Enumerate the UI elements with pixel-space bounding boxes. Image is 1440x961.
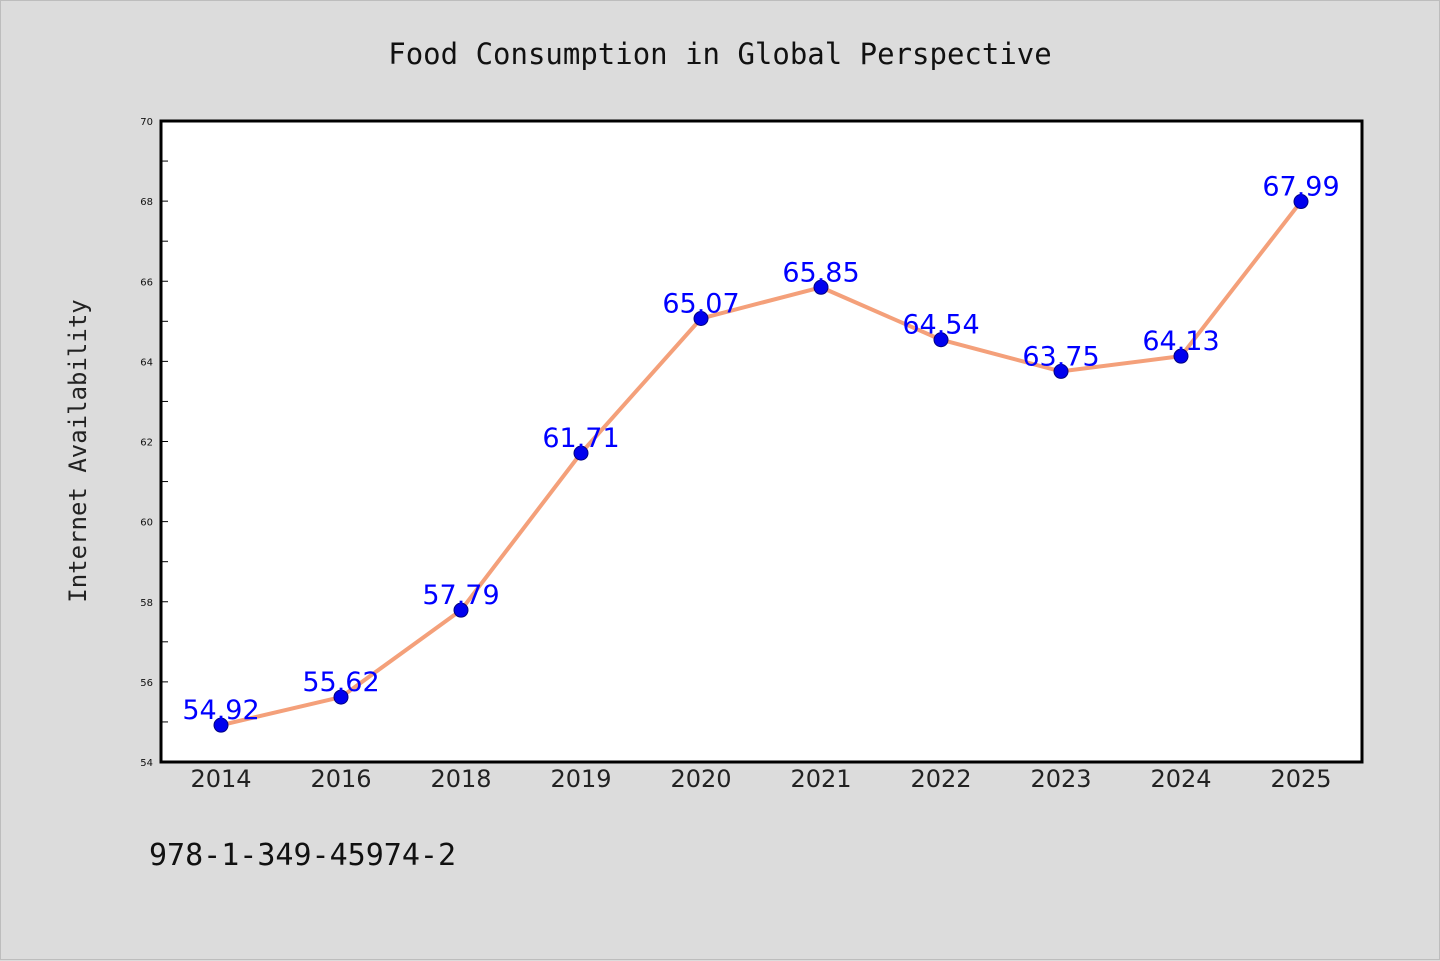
y-tick-labels: 54 56 58 60 62 64 66 68 70 (140, 117, 153, 769)
series-line-group (219, 199, 1303, 728)
data-point (1053, 363, 1069, 379)
plot-frame (159, 119, 1364, 764)
data-points (213, 194, 1309, 733)
data-label: 67.99 (1262, 172, 1339, 203)
data-label: 61.71 (542, 423, 619, 454)
data-label: 57.79 (422, 580, 499, 611)
data-point (1293, 194, 1309, 210)
series-line (219, 199, 1303, 728)
x-tick-label: 2020 (670, 765, 731, 793)
y-tick-label: 64 (140, 357, 153, 368)
data-point (1173, 348, 1189, 364)
data-point (933, 332, 949, 348)
x-tick-label: 2022 (910, 765, 971, 793)
plot-area (161, 121, 1362, 762)
data-point (693, 311, 709, 327)
x-tick-label: 2014 (190, 765, 251, 793)
x-tick-label: 2023 (1030, 765, 1091, 793)
data-point (813, 279, 829, 295)
y-tick-label: 56 (140, 678, 153, 689)
y-tick-label: 60 (140, 518, 153, 529)
y-axis-label: Internet Availability (64, 299, 92, 602)
x-tick-label: 2021 (790, 765, 851, 793)
data-point (213, 717, 229, 733)
data-label: 65.85 (782, 257, 859, 288)
x-tick-labels: 2014 2016 2018 2019 2020 2021 2022 2023 2024 2025 (190, 765, 1331, 793)
x-tick-label: 2018 (430, 765, 491, 793)
y-tick-label: 68 (140, 197, 153, 208)
data-label: 65.07 (662, 289, 739, 320)
x-tick-label: 2016 (310, 765, 371, 793)
data-label: 55.62 (302, 667, 379, 698)
footer-code: 978-1-349-45974-2 (149, 838, 456, 873)
data-point (573, 445, 589, 461)
x-tick-label: 2019 (550, 765, 611, 793)
data-point (333, 689, 349, 705)
data-label: 63.75 (1022, 341, 1099, 372)
chart-title: Food Consumption in Global Perspective (388, 37, 1051, 71)
y-tick-label: 70 (140, 117, 153, 128)
y-tick-label: 58 (140, 598, 153, 609)
y-tick-label: 54 (140, 758, 153, 769)
y-tick-label: 66 (140, 277, 153, 288)
y-tick-label: 62 (140, 438, 153, 449)
data-labels: 54.92 55.62 57.79 61.71 65.07 65.85 64.54 63.75… (182, 172, 1339, 727)
data-label: 64.13 (1142, 326, 1219, 357)
data-point (453, 602, 469, 618)
data-label: 54.92 (182, 695, 259, 726)
x-tick-label: 2024 (1150, 765, 1211, 793)
x-tick-label: 2025 (1270, 765, 1331, 793)
data-label: 64.54 (902, 310, 979, 341)
